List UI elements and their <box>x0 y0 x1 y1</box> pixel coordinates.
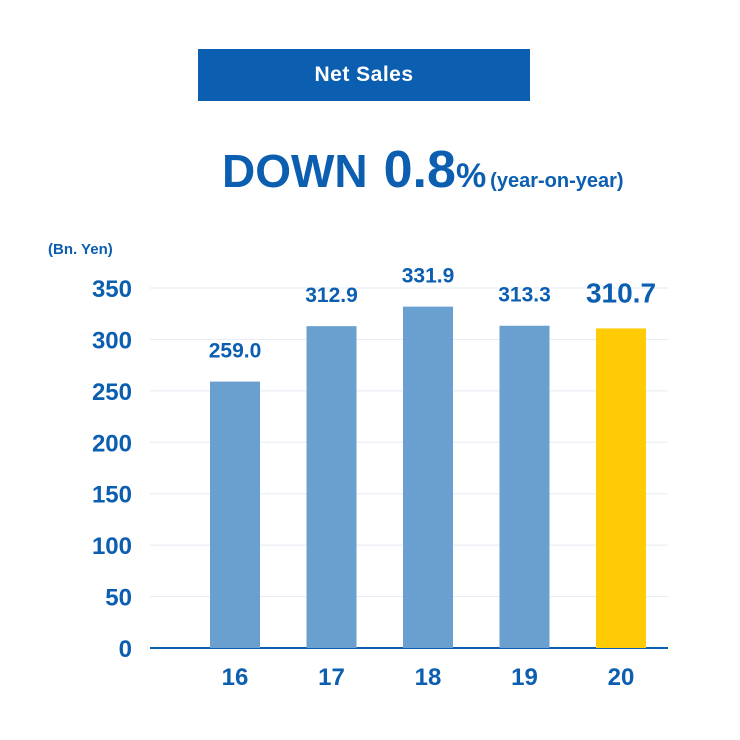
bar-18 <box>403 306 453 648</box>
y-tick-label: 200 <box>92 430 132 457</box>
labels: (Bn. Yen) 0 50 100 150 200 250 300 350 259.0 16 312… <box>48 241 656 691</box>
bar-value-label: 331.9 <box>402 265 455 288</box>
x-tick-label: 17 <box>318 664 345 691</box>
bars <box>210 306 646 648</box>
y-tick-label: 350 <box>92 276 132 303</box>
chart-title-banner: Net Sales <box>198 49 530 101</box>
headline-direction: DOWN <box>222 145 368 197</box>
y-tick-label: 50 <box>105 585 132 612</box>
y-tick-label: 300 <box>92 327 132 354</box>
bar-16 <box>210 381 260 648</box>
bar-value-label: 310.7 <box>586 277 656 308</box>
y-tick-label: 0 <box>119 636 132 663</box>
bar-17 <box>306 326 357 648</box>
chart-title: Net Sales <box>314 63 414 86</box>
y-tick-label: 150 <box>92 482 132 509</box>
x-tick-label: 16 <box>222 664 249 691</box>
headline-value: 0.8 <box>383 141 456 199</box>
bar-value-label: 259.0 <box>209 340 262 363</box>
headline-note: (year-on-year) <box>490 170 624 192</box>
x-tick-label: 18 <box>415 664 442 691</box>
bar-19 <box>499 325 550 648</box>
bar-20 <box>596 328 646 648</box>
yoy-headline: DOWN 0.8 % (year-on-year) <box>222 140 692 210</box>
y-tick-label: 100 <box>92 533 132 560</box>
bar-value-label: 313.3 <box>498 284 551 307</box>
y-axis-label: (Bn. Yen) <box>48 241 113 258</box>
x-tick-label: 19 <box>511 664 538 691</box>
bar-value-label: 312.9 <box>305 284 358 307</box>
x-tick-label: 20 <box>608 664 635 691</box>
y-tick-label: 250 <box>92 379 132 406</box>
headline-unit: % <box>455 157 487 195</box>
